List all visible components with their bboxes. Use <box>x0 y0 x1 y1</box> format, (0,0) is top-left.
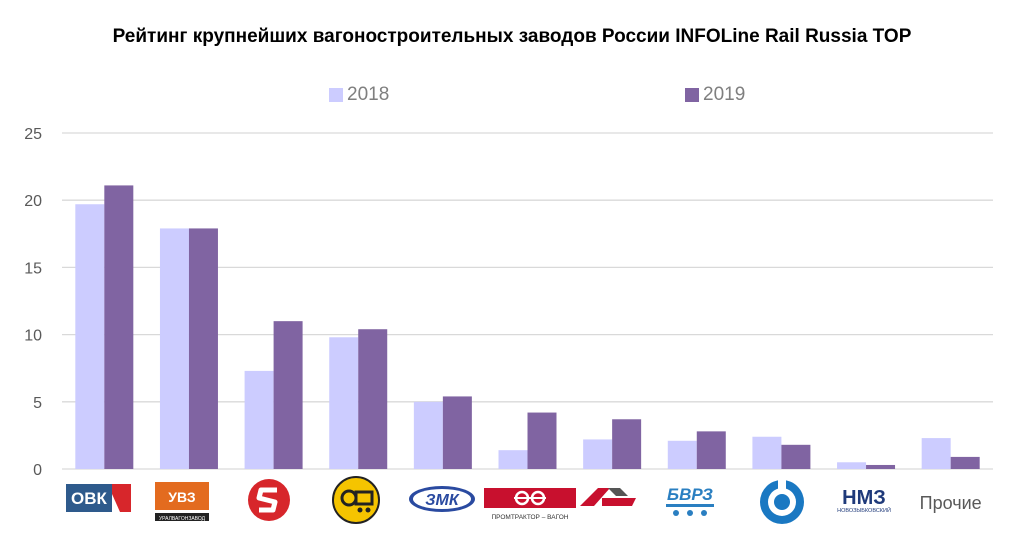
logo-altayvagon <box>247 478 291 522</box>
zmk-logo-icon: ЗМК <box>409 486 475 512</box>
bar-2018-7 <box>583 439 613 469</box>
bar-2018-3 <box>244 370 274 469</box>
logo-ruzkhimmash <box>580 486 636 508</box>
logo-nmz: НМЗ НОВОЗЫБКОВСКИЙ <box>830 484 898 520</box>
bar-2019-7 <box>612 419 642 469</box>
ovk-logo-icon: ОВК <box>66 484 131 512</box>
bar-2019-4 <box>358 329 388 469</box>
logo-zmk: ЗМК <box>408 482 478 514</box>
y-tick-label: 25 <box>24 126 42 143</box>
y-tick-label: 20 <box>24 193 42 210</box>
bar-2018-11 <box>921 438 951 469</box>
bar-2019-5 <box>442 396 472 469</box>
zmk-logo-text: ЗМК <box>425 492 460 509</box>
bvrz-logo-text: БВРЗ <box>667 485 713 504</box>
chart-title: Рейтинг крупнейших вагоностроительных за… <box>112 26 912 47</box>
uvz-logo-subtext: УРАЛВАГОНЗАВОД <box>159 516 206 522</box>
red-triangle-logo-icon <box>580 488 636 506</box>
bar-2018-10 <box>837 462 867 469</box>
nmz-logo-subtext: НОВОЗЫБКОВСКИЙ <box>837 506 891 514</box>
bar-2019-11 <box>950 456 980 469</box>
legend-item-2018: 2018 <box>329 84 389 106</box>
y-tick-label: 5 <box>33 395 42 412</box>
y-tick-label: 10 <box>24 328 42 345</box>
bar-2019-1 <box>104 185 134 469</box>
legend-label-2019: 2019 <box>703 84 746 105</box>
yellow-circle-logo-icon <box>332 476 380 524</box>
bar-2018-2 <box>159 228 189 469</box>
x-tick-label: Прочие <box>920 493 982 513</box>
bar-2018-5 <box>413 401 443 469</box>
nmz-logo-text: НМЗ <box>842 487 886 509</box>
bar-2019-10 <box>866 464 896 469</box>
bar-2019-9 <box>781 444 811 469</box>
legend: 2018 2019 <box>0 84 1024 110</box>
y-tick-label: 0 <box>33 462 42 479</box>
promtraktor-logo-icon: ПРОМТРАКТОР – ВАГОН <box>484 488 576 521</box>
bar-2019-2 <box>188 228 218 469</box>
bar-2019-3 <box>273 321 303 469</box>
bvrz-logo-icon: БВРЗ <box>666 485 714 516</box>
legend-swatch-2019 <box>685 88 699 102</box>
red-s-logo-icon <box>248 479 290 521</box>
bar-2018-6 <box>498 450 528 469</box>
legend-label-2018: 2018 <box>347 84 390 105</box>
bar-2018-1 <box>75 204 105 469</box>
ovk-logo-text: ОВК <box>71 489 108 508</box>
bar-2018-8 <box>667 440 697 469</box>
bar-2018-9 <box>752 436 782 469</box>
logo-uvz: УВЗ УРАЛВАГОНЗАВОД <box>155 482 209 524</box>
bars: Прочие <box>75 185 982 513</box>
promtraktor-logo-text: ПРОМТРАКТОР – ВАГОН <box>492 514 569 521</box>
uvz-logo-text: УВЗ <box>168 489 196 505</box>
logo-promtraktor-vagon: ПРОМТРАКТОР – ВАГОН <box>484 488 576 524</box>
y-axis-ticks: 0 5 10 15 20 25 <box>24 126 42 479</box>
logo-ovk: ОВК <box>66 484 131 512</box>
legend-swatch-2018 <box>329 88 343 102</box>
logo-kanash <box>758 478 806 526</box>
nmz-logo-icon: НМЗ НОВОЗЫБКОВСКИЙ <box>837 487 891 514</box>
bar-2019-8 <box>696 431 726 469</box>
bar-2018-4 <box>329 337 359 469</box>
logo-azovobshchemash <box>332 476 380 524</box>
bar-2019-6 <box>527 412 557 469</box>
blue-ring-logo-icon <box>760 480 804 524</box>
y-tick-label: 15 <box>24 260 42 277</box>
logo-bvrz: БВРЗ <box>662 480 718 520</box>
uvz-logo-icon: УВЗ УРАЛВАГОНЗАВОД <box>155 482 209 522</box>
legend-item-2019: 2019 <box>685 84 745 106</box>
